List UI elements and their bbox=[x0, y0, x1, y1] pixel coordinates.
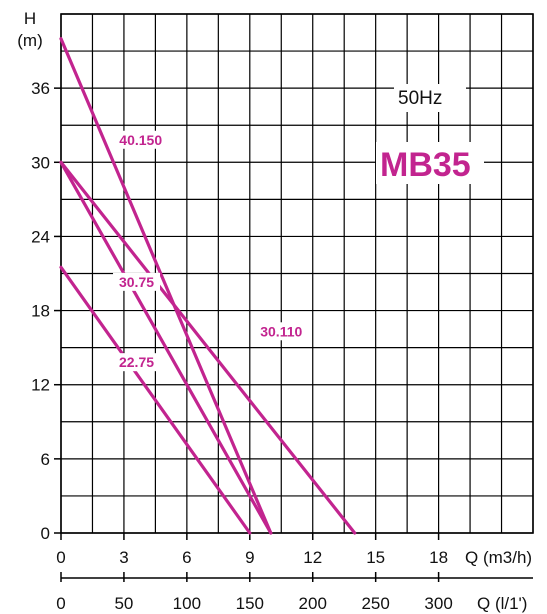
y-tick-label: 6 bbox=[41, 450, 50, 469]
x-tick-label: 6 bbox=[182, 548, 191, 567]
series-label-30.110: 30.110 bbox=[260, 323, 302, 339]
x2-tick-label: 0 bbox=[56, 594, 65, 613]
x-tick-label: 9 bbox=[245, 548, 254, 567]
series-line-22.75 bbox=[59, 265, 252, 535]
series-label-22.75: 22.75 bbox=[119, 354, 154, 370]
series-line-30.110 bbox=[59, 160, 357, 535]
y-tick-label: 24 bbox=[31, 227, 50, 246]
subtitle-bg bbox=[394, 84, 466, 112]
series-label-bg bbox=[113, 272, 161, 291]
x-tick-label: 15 bbox=[366, 548, 385, 567]
series-label-bg bbox=[113, 130, 169, 149]
y-tick-label: 0 bbox=[41, 524, 50, 543]
series-label-bg bbox=[113, 353, 161, 372]
y-tick-label: 12 bbox=[31, 376, 50, 395]
x-tick-label: 3 bbox=[119, 548, 128, 567]
series-line-30.75 bbox=[59, 160, 273, 535]
y-tick-label: 30 bbox=[31, 153, 50, 172]
y-tick-label: 18 bbox=[31, 302, 50, 321]
chart-title: MB35 bbox=[380, 146, 471, 184]
x2-tick-label: 200 bbox=[299, 594, 327, 613]
x2-tick-label: 250 bbox=[361, 594, 389, 613]
series-lines bbox=[59, 37, 357, 535]
x2-tick-label: 50 bbox=[114, 594, 133, 613]
x-axis-title: Q (m3/h) bbox=[465, 548, 532, 567]
plot-frame bbox=[60, 13, 534, 534]
x-tick-label: 18 bbox=[429, 548, 448, 567]
title-bg bbox=[376, 142, 484, 184]
chart-subtitle: 50Hz bbox=[398, 88, 442, 109]
x2-tick-label: 150 bbox=[236, 594, 264, 613]
x-tick-label: 12 bbox=[303, 548, 322, 567]
series-label-30.75: 30.75 bbox=[119, 274, 154, 290]
series-line-40.150 bbox=[59, 37, 273, 535]
series-label-bg bbox=[253, 322, 309, 341]
y-tick-label: 36 bbox=[31, 79, 50, 98]
x2-tick-label: 100 bbox=[173, 594, 201, 613]
x2-tick-label: 300 bbox=[424, 594, 452, 613]
y-axis-unit: (m) bbox=[17, 31, 42, 50]
x2-axis-title: Q (l/1') bbox=[477, 594, 527, 613]
x-tick-label: 0 bbox=[56, 548, 65, 567]
series-label-40.150: 40.150 bbox=[119, 132, 162, 148]
labels: 40.150 30.110 30.75 22.75 bbox=[113, 84, 484, 372]
y-axis-title: H bbox=[24, 9, 36, 28]
